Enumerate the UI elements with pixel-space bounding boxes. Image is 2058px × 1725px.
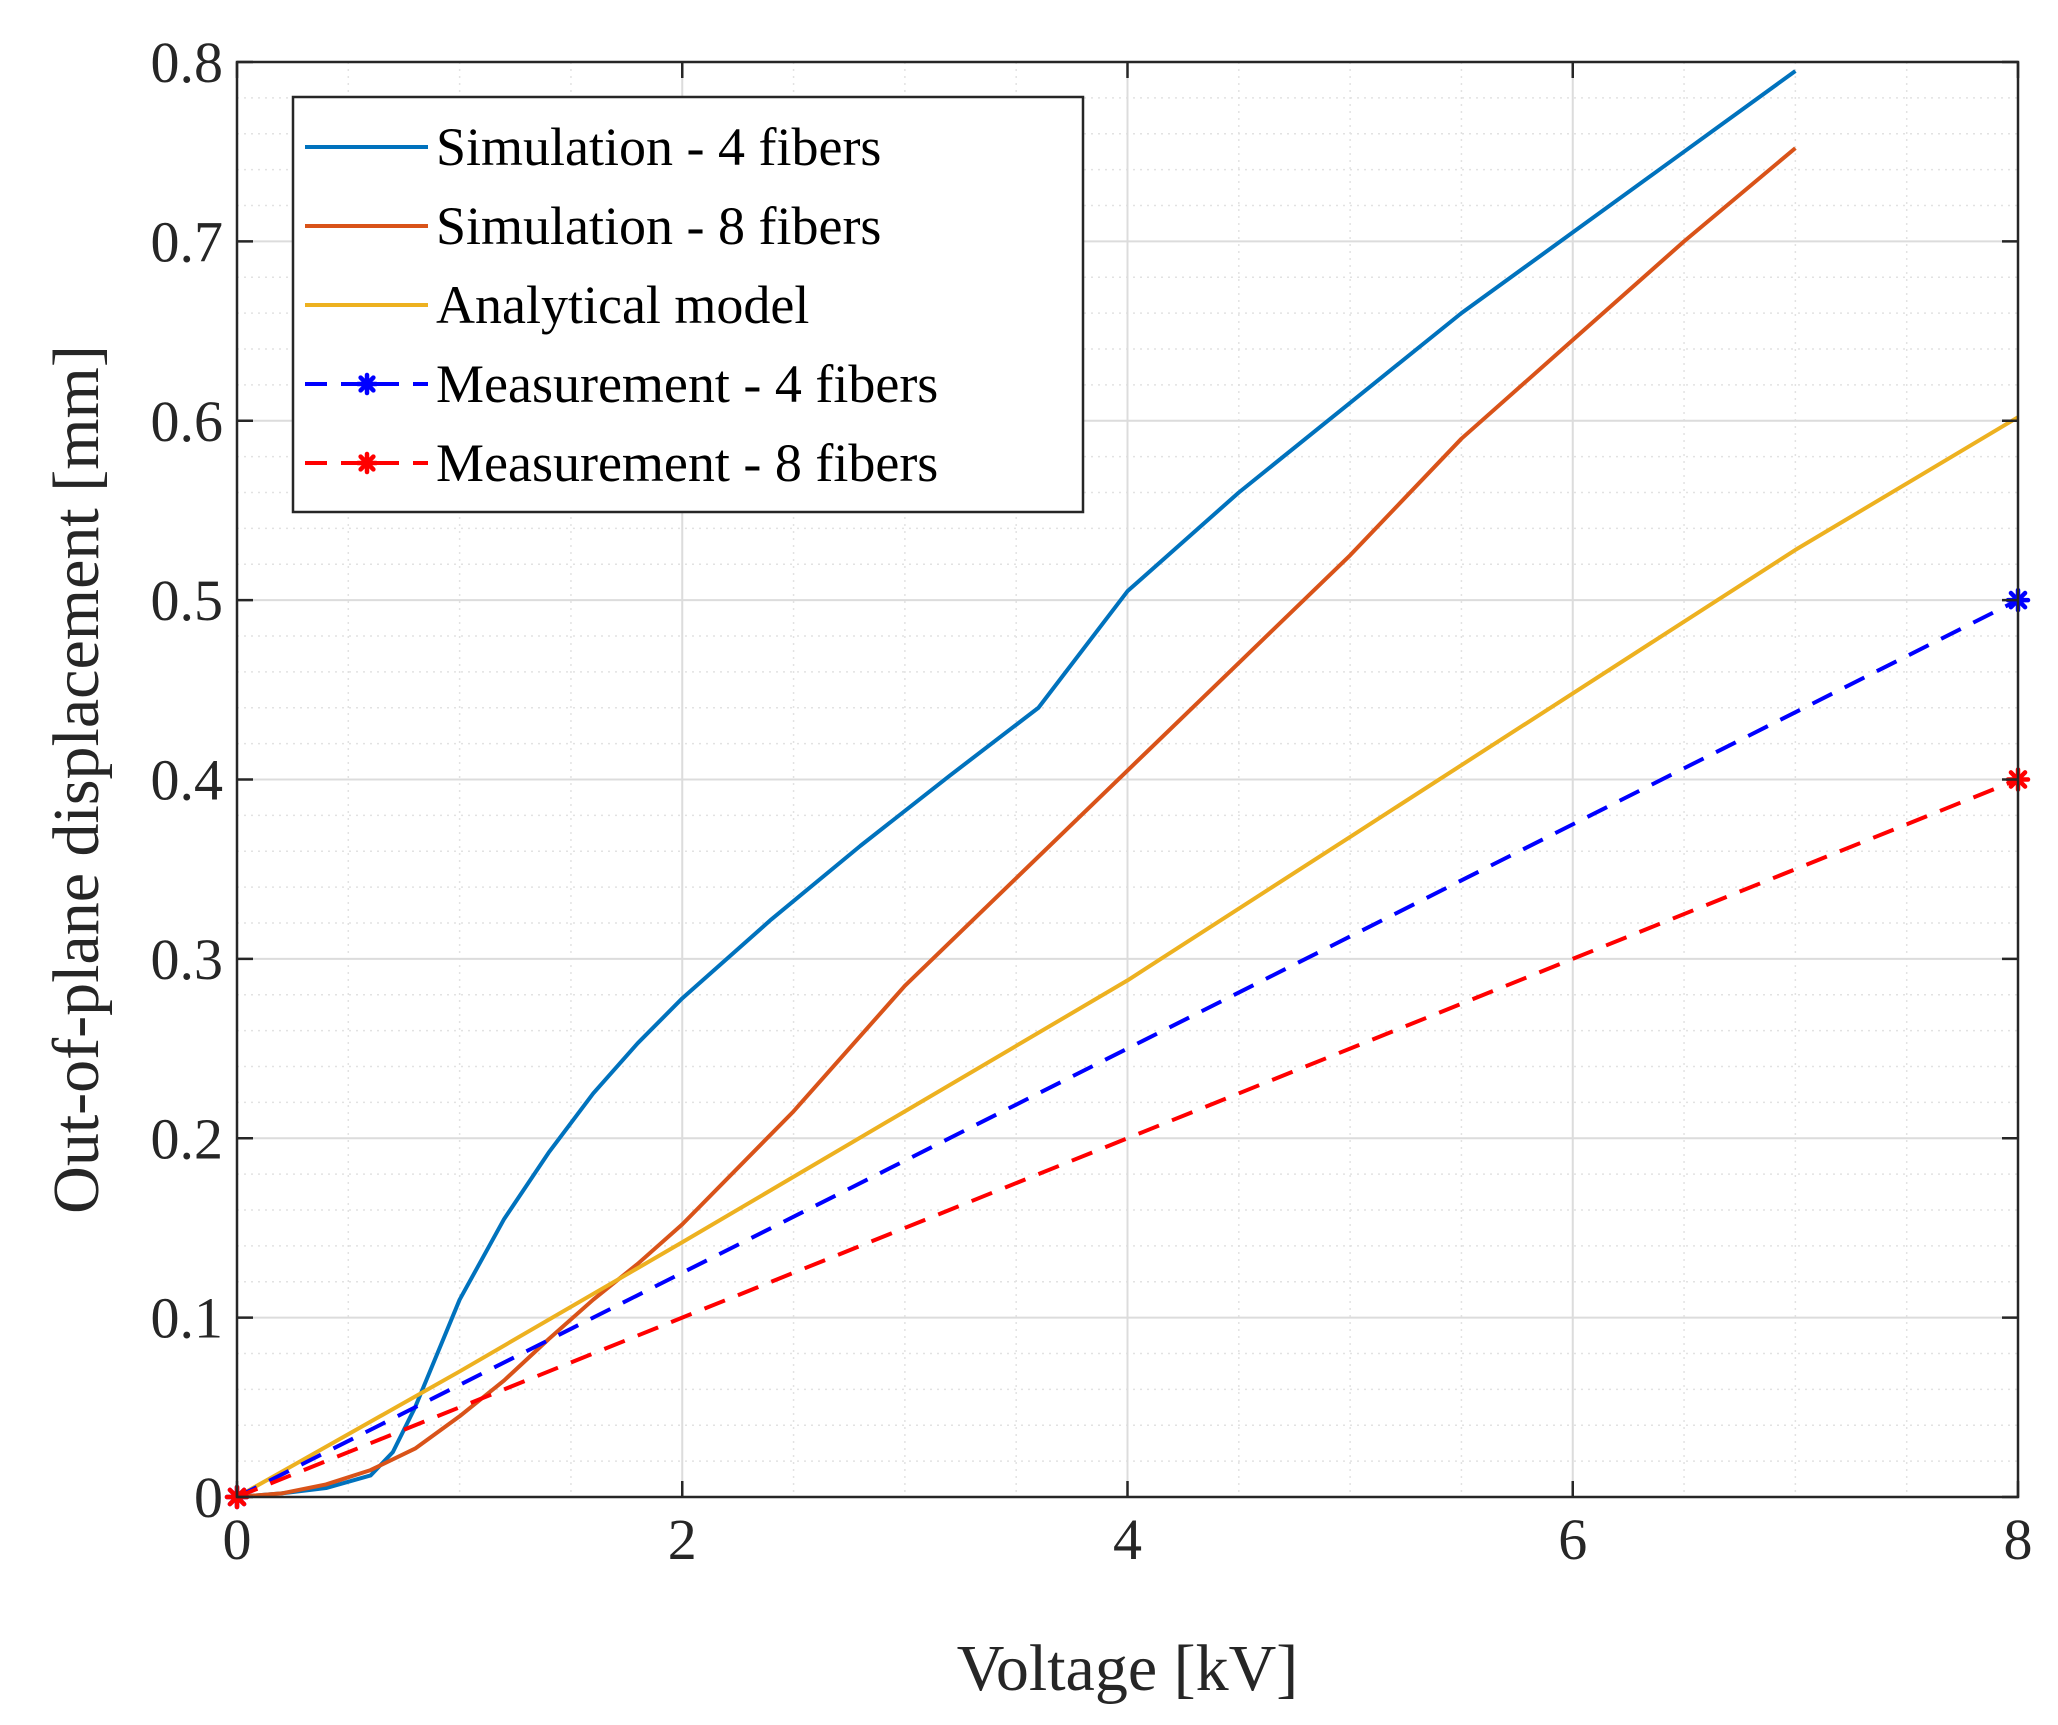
y-tick-label: 0.5 — [151, 568, 224, 633]
x-tick-label: 2 — [668, 1507, 697, 1572]
y-tick-label: 0.1 — [151, 1286, 224, 1351]
x-tick-label: 6 — [1558, 1507, 1587, 1572]
y-tick-label: 0 — [194, 1465, 223, 1530]
y-tick-label: 0.2 — [151, 1106, 224, 1171]
y-tick-label: 0.4 — [151, 748, 224, 813]
legend-label-2: Simulation - 8 fibers — [436, 196, 881, 256]
legend-label-3: Analytical model — [436, 275, 809, 335]
y-tick-label: 0.6 — [151, 389, 224, 454]
legend-label-4: Measurement - 4 fibers — [436, 354, 938, 414]
tick-labels: 0 2 4 6 8 0 0.1 0.2 0.3 0.4 0.5 0.6 0.7 0.8 — [151, 30, 2033, 1572]
y-tick-label: 0.3 — [151, 927, 224, 992]
series-line-1 — [236, 69, 1797, 1499]
legend-label-5: Measurement - 8 fibers — [436, 433, 938, 493]
y-tick-label: 0.7 — [151, 209, 224, 274]
series-line-3 — [236, 415, 2020, 1499]
x-tick-label: 8 — [2004, 1507, 2033, 1572]
ticks-layer — [235, 60, 2020, 1499]
series-layer — [224, 69, 2031, 1510]
legend-marker-5 — [355, 451, 379, 475]
legend: Simulation - 4 fibers Simulation - 8 fibe… — [291, 95, 1085, 514]
x-tick-label: 4 — [1113, 1507, 1142, 1572]
series-line-4 — [236, 598, 2019, 1499]
y-tick-label: 0.8 — [151, 30, 224, 95]
legend-label-1: Simulation - 4 fibers — [436, 117, 881, 177]
legend-marker-4 — [355, 372, 379, 396]
x-tick-label: 0 — [223, 1507, 252, 1572]
series-line-5 — [236, 777, 2019, 1499]
series-line-2 — [236, 146, 1797, 1499]
x-axis-label: Voltage [kV] — [957, 1632, 1299, 1705]
y-axis-label: Out-of-plane displacement [mm] — [40, 345, 113, 1214]
